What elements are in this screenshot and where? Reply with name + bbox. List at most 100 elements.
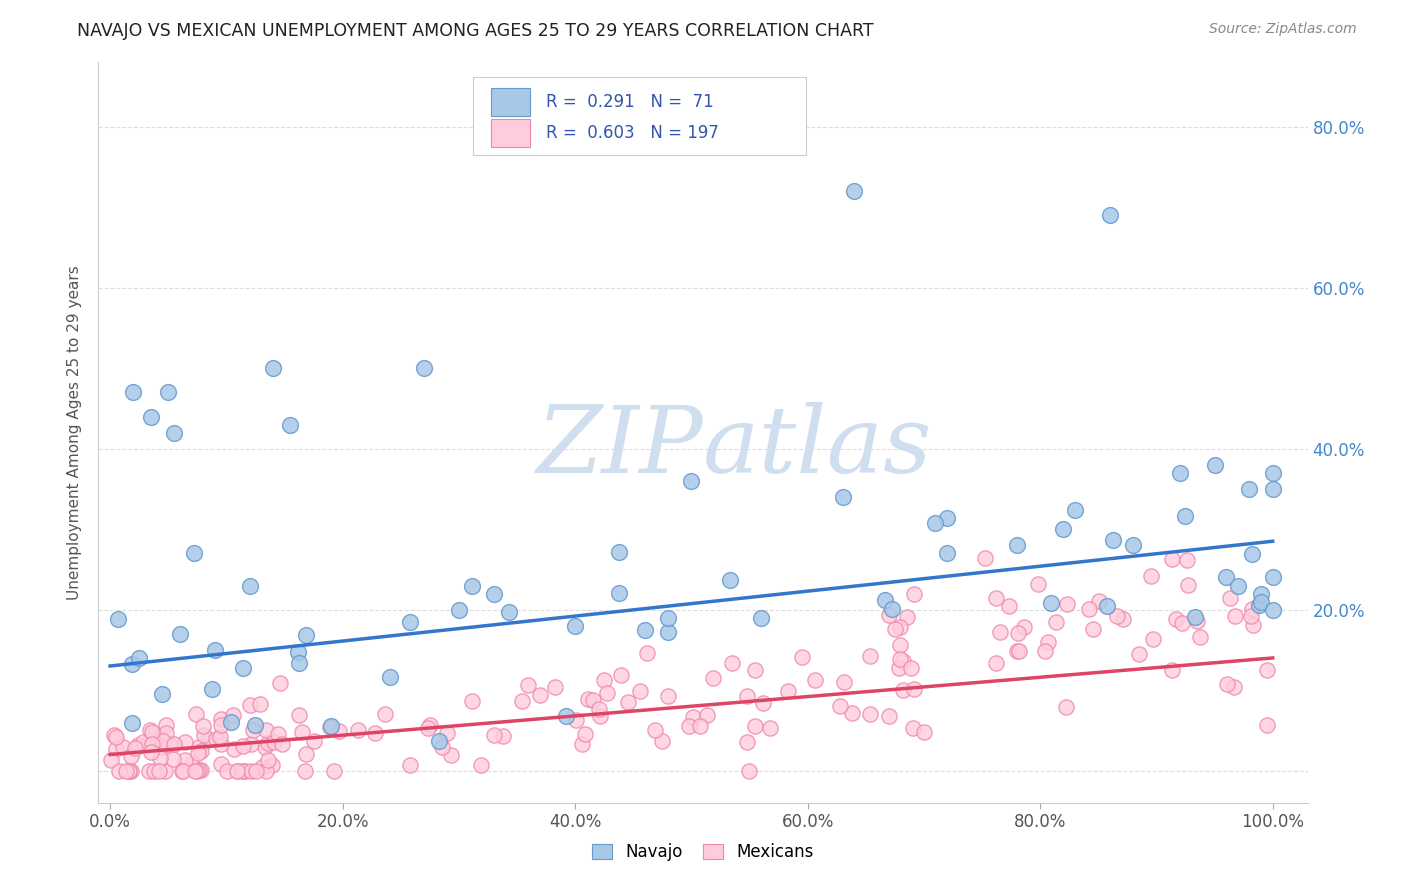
Point <box>153 764 176 778</box>
Point <box>142 727 165 741</box>
Point <box>201 681 224 696</box>
Point <box>187 746 209 760</box>
Point <box>120 748 142 763</box>
Point <box>634 624 657 638</box>
Point <box>1005 643 1028 657</box>
Point <box>607 545 630 559</box>
Point <box>1168 466 1191 480</box>
Point <box>209 730 232 744</box>
Point <box>844 184 866 198</box>
Point <box>155 725 177 739</box>
Point <box>988 625 1011 640</box>
Point <box>498 605 520 619</box>
Point <box>107 612 129 626</box>
Point <box>138 764 160 778</box>
Point <box>1189 630 1212 644</box>
Point <box>124 741 146 756</box>
Point <box>209 757 232 772</box>
Point <box>399 757 422 772</box>
Bar <box>492 119 530 147</box>
Point <box>607 586 630 600</box>
Point <box>226 764 249 778</box>
Point <box>278 417 301 432</box>
Point <box>131 735 153 749</box>
Point <box>576 691 599 706</box>
Point <box>440 747 463 762</box>
Point <box>828 699 851 714</box>
Point <box>896 610 918 624</box>
Point <box>1175 553 1198 567</box>
Point <box>790 649 813 664</box>
Point <box>689 719 711 733</box>
Point <box>1250 586 1272 600</box>
Point <box>564 619 586 633</box>
Point <box>1223 609 1246 624</box>
Point <box>1171 615 1194 630</box>
Point <box>262 758 284 772</box>
Point <box>702 671 724 685</box>
Point <box>657 625 679 640</box>
Point <box>510 694 533 708</box>
Point <box>183 546 205 560</box>
Point <box>219 714 242 729</box>
Point <box>418 721 440 735</box>
Point <box>103 728 125 742</box>
Point <box>1038 635 1060 649</box>
Point <box>644 723 666 738</box>
Point <box>1142 632 1164 646</box>
Point <box>1261 602 1284 616</box>
Point <box>565 713 588 727</box>
Point <box>242 723 264 737</box>
Point <box>291 724 314 739</box>
Point <box>588 702 610 716</box>
Point <box>150 687 173 701</box>
Point <box>162 752 184 766</box>
Point <box>1102 533 1125 547</box>
Point <box>187 739 209 754</box>
Point <box>574 727 596 741</box>
Point <box>1007 626 1029 640</box>
Point <box>1164 612 1187 626</box>
Point <box>891 654 914 668</box>
Point <box>1240 547 1263 561</box>
Legend: Navajo, Mexicans: Navajo, Mexicans <box>592 843 814 861</box>
Point <box>419 718 441 732</box>
Point <box>1250 594 1272 608</box>
Point <box>287 645 309 659</box>
Point <box>1035 644 1057 658</box>
Point <box>877 709 900 723</box>
Point <box>427 734 450 748</box>
Point <box>1261 466 1284 480</box>
Text: atlas: atlas <box>703 402 932 492</box>
Point <box>571 737 593 751</box>
Point <box>1174 509 1197 524</box>
Point <box>120 764 142 778</box>
Point <box>882 602 904 616</box>
Point <box>141 725 163 739</box>
Point <box>226 764 249 778</box>
Point <box>721 656 744 670</box>
Point <box>288 707 311 722</box>
Point <box>209 712 232 726</box>
Point <box>250 759 273 773</box>
Point <box>1223 680 1246 694</box>
Point <box>1185 614 1208 628</box>
Point <box>104 742 127 756</box>
Point <box>492 729 515 743</box>
Point <box>1095 599 1118 614</box>
Text: R =  0.603   N = 197: R = 0.603 N = 197 <box>546 124 718 142</box>
Point <box>831 490 853 504</box>
Point <box>936 511 959 525</box>
Point <box>470 758 492 772</box>
Point <box>118 764 141 778</box>
Point <box>197 732 219 747</box>
Point <box>232 739 254 754</box>
Point <box>1241 602 1264 616</box>
Point <box>749 610 772 624</box>
Point <box>936 546 959 560</box>
Point <box>148 764 170 778</box>
Point <box>294 764 316 778</box>
Point <box>172 764 194 778</box>
Point <box>263 735 285 749</box>
Point <box>1241 617 1264 632</box>
